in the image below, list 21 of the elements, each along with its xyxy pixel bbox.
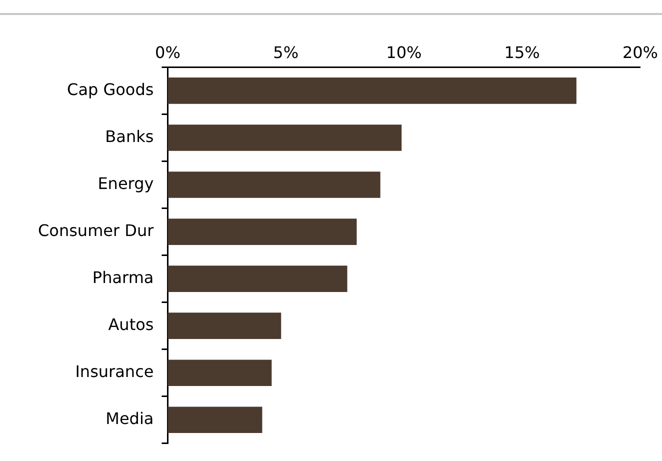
x-tick-label: 5% <box>273 42 299 62</box>
bar <box>168 312 282 340</box>
y-tick-label: Autos <box>108 314 154 334</box>
y-tick-label: Pharma <box>92 268 154 287</box>
bar <box>168 266 348 292</box>
bar <box>168 406 262 434</box>
y-tick-label: Insurance <box>75 362 154 382</box>
x-tick-label: 15% <box>504 42 540 62</box>
y-tick-label: Consumer Dur <box>38 220 154 240</box>
bar <box>168 360 272 386</box>
x-tick-label: 10% <box>386 42 422 62</box>
y-tick-label: Media <box>106 409 154 428</box>
y-tick-label: Cap Goods <box>67 80 154 99</box>
x-tick-label: 0% <box>155 42 180 62</box>
bar <box>168 172 380 198</box>
x-tick-label: 20% <box>622 42 658 62</box>
bar <box>168 218 357 245</box>
y-tick-label: Energy <box>98 174 154 193</box>
y-tick-label: Banks <box>105 126 154 146</box>
bar <box>168 124 402 151</box>
bar <box>168 78 576 104</box>
